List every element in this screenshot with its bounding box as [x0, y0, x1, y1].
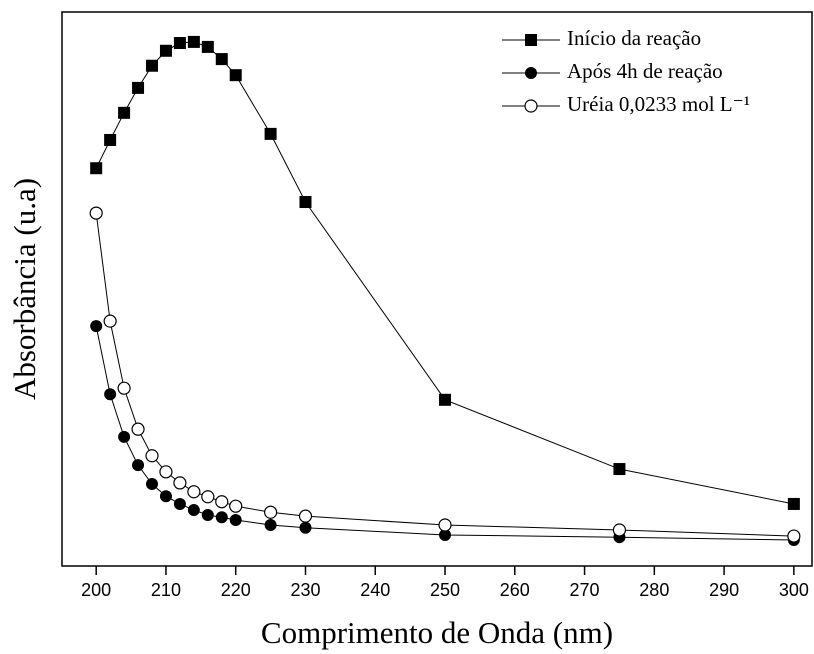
y-axis-label: Absorbância (u.a): [7, 178, 42, 400]
data-point: [159, 490, 172, 503]
data-point: [159, 44, 172, 57]
x-tick-label: 270: [570, 580, 600, 600]
data-point: [132, 459, 145, 472]
data-point: [439, 393, 452, 406]
data-point: [229, 69, 242, 82]
x-axis-label: Comprimento de Onda (nm): [261, 615, 613, 650]
x-tick-label: 260: [500, 580, 530, 600]
data-point: [439, 528, 452, 541]
data-point: [159, 465, 173, 479]
data-point: [201, 490, 215, 504]
data-point: [145, 449, 159, 463]
data-point: [299, 196, 312, 209]
data-point: [264, 127, 277, 140]
data-point: [612, 523, 627, 537]
data-point: [215, 511, 228, 524]
data-point: [264, 519, 277, 532]
data-point: [173, 497, 186, 510]
plot-frame: [61, 11, 813, 567]
x-tick-label: 280: [639, 580, 669, 600]
x-tick-label: 220: [221, 580, 251, 600]
legend-label: Uréia 0,0233 mol L⁻¹: [567, 92, 750, 116]
legend-marker: [525, 34, 537, 46]
x-tick-label: 200: [81, 580, 111, 600]
series-line: [95, 326, 794, 541]
legend-label: Após 4h de reação: [567, 59, 723, 83]
data-point: [118, 106, 131, 119]
legend-marker: [524, 99, 538, 113]
data-point: [787, 497, 800, 510]
data-point: [131, 422, 145, 436]
data-point: [299, 521, 312, 534]
data-point: [264, 505, 278, 519]
data-point: [613, 463, 626, 476]
data-point: [215, 495, 229, 509]
data-point: [103, 314, 117, 328]
data-point: [132, 81, 145, 94]
data-point: [90, 162, 103, 175]
data-point: [146, 478, 158, 491]
series-line: [95, 41, 794, 505]
legend-marker: [525, 67, 537, 79]
data-point: [173, 37, 186, 50]
legend-label: Início da reação: [567, 26, 701, 50]
x-tick-label: 210: [151, 580, 181, 600]
data-point: [187, 504, 200, 517]
data-point: [201, 40, 214, 53]
data-point: [229, 514, 242, 527]
data-point: [298, 509, 313, 523]
x-tick-label: 240: [360, 580, 390, 600]
data-point: [187, 35, 200, 48]
data-point: [146, 59, 158, 72]
x-tick-label: 290: [709, 580, 739, 600]
data-point: [438, 518, 452, 532]
data-point: [173, 476, 187, 490]
x-tick-label: 230: [290, 580, 320, 600]
data-point: [229, 499, 243, 513]
data-point: [90, 320, 103, 333]
data-point: [118, 430, 131, 443]
series-line: [95, 213, 794, 537]
data-point: [787, 529, 801, 543]
x-tick-label: 300: [779, 580, 809, 600]
data-point: [117, 381, 131, 395]
x-tick-label: 250: [430, 580, 460, 600]
data-point: [104, 133, 117, 146]
data-point: [187, 485, 201, 499]
data-point: [104, 388, 117, 401]
data-point: [201, 509, 214, 522]
data-point: [215, 53, 228, 66]
data-point: [89, 206, 103, 220]
